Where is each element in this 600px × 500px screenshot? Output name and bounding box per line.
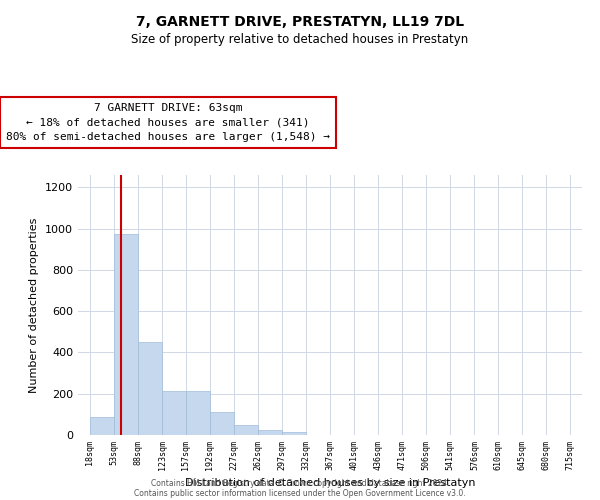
Text: Size of property relative to detached houses in Prestatyn: Size of property relative to detached ho… <box>131 32 469 46</box>
Text: Contains HM Land Registry data © Crown copyright and database right 2024.: Contains HM Land Registry data © Crown c… <box>151 478 449 488</box>
Bar <box>162 390 185 435</box>
Bar <box>209 412 234 435</box>
Text: 7, GARNETT DRIVE, PRESTATYN, LL19 7DL: 7, GARNETT DRIVE, PRESTATYN, LL19 7DL <box>136 15 464 29</box>
Y-axis label: Number of detached properties: Number of detached properties <box>29 218 40 392</box>
Bar <box>282 432 306 435</box>
Text: Contains public sector information licensed under the Open Government Licence v3: Contains public sector information licen… <box>134 488 466 498</box>
Bar <box>234 424 258 435</box>
Bar <box>138 342 162 435</box>
X-axis label: Distribution of detached houses by size in Prestatyn: Distribution of detached houses by size … <box>185 478 475 488</box>
Bar <box>185 390 209 435</box>
Text: 7 GARNETT DRIVE: 63sqm
← 18% of detached houses are smaller (341)
80% of semi-de: 7 GARNETT DRIVE: 63sqm ← 18% of detached… <box>6 102 330 142</box>
Bar <box>258 430 282 435</box>
Bar <box>90 418 114 435</box>
Bar <box>114 234 138 435</box>
